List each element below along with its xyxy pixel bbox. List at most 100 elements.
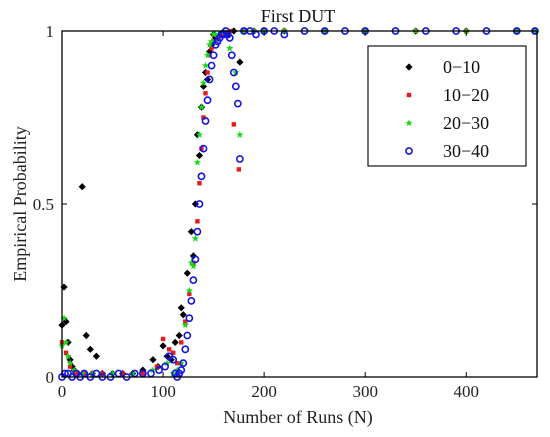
- data-point: [163, 359, 171, 367]
- data-point: [161, 362, 169, 371]
- data-point: [187, 296, 196, 305]
- data-point: [62, 338, 70, 346]
- data-point: [175, 360, 180, 366]
- data-point: [193, 227, 202, 236]
- data-point: [187, 291, 192, 297]
- data-point: [88, 369, 96, 377]
- axis-layer: 0 100 200 300 400 0 0.5 1: [33, 22, 537, 401]
- legend-label: 10−20: [443, 85, 489, 105]
- legend-marker: [405, 147, 413, 155]
- data-point: [201, 117, 210, 125]
- legend-marker: [405, 119, 413, 127]
- data-point: [149, 356, 157, 364]
- data-point: [160, 336, 166, 342]
- data-point: [66, 359, 74, 367]
- data-point: [154, 364, 160, 369]
- data-point: [70, 366, 78, 374]
- data-point: [207, 37, 216, 45]
- data-point: [199, 79, 208, 86]
- data-point: [207, 61, 216, 70]
- data-point: [63, 350, 69, 355]
- data-point: [236, 131, 244, 138]
- data-point: [183, 269, 191, 277]
- legend-item: 0−10: [405, 57, 480, 77]
- data-point: [199, 146, 204, 151]
- data-point: [177, 304, 185, 312]
- data-point: [227, 51, 236, 60]
- data-point: [187, 228, 195, 236]
- data-point: [185, 286, 193, 294]
- data-point: [197, 181, 202, 186]
- data-point: [78, 369, 86, 377]
- data-point: [232, 68, 240, 76]
- data-point: [169, 355, 178, 364]
- legend-label: 30−40: [443, 141, 489, 161]
- data-point: [209, 51, 218, 60]
- data-point: [209, 46, 214, 51]
- data-point: [175, 331, 183, 340]
- data-point: [189, 276, 198, 285]
- data-point: [197, 172, 206, 181]
- y-axis-title: Empirical Probability: [10, 126, 30, 281]
- data-point: [166, 347, 172, 352]
- data-point: [159, 342, 167, 350]
- y-tick-label: 0.5: [33, 195, 54, 214]
- x-tick-label: 200: [251, 382, 277, 401]
- x-tick-label: 0: [58, 382, 67, 401]
- data-point: [203, 96, 212, 105]
- data-point: [62, 318, 70, 326]
- legend-label: 20−30: [443, 113, 489, 133]
- data-point: [197, 103, 206, 111]
- data-point: [212, 30, 220, 38]
- data-point: [187, 259, 195, 266]
- data-point: [60, 314, 68, 322]
- data-point: [191, 255, 200, 264]
- data-point: [203, 75, 212, 84]
- data-point: [236, 167, 242, 172]
- data-point: [231, 122, 237, 127]
- data-point: [181, 345, 190, 354]
- data-point: [201, 61, 210, 69]
- data-point: [155, 366, 163, 374]
- y-tick-label: 1: [46, 22, 55, 41]
- legend-item: 20−30: [405, 113, 489, 133]
- data-point: [181, 321, 189, 329]
- data-point: [203, 91, 208, 96]
- data-point: [191, 234, 200, 242]
- data-point: [229, 68, 238, 77]
- data-point: [205, 75, 214, 84]
- data-point: [167, 356, 175, 364]
- data-point: [205, 41, 214, 48]
- data-point: [195, 131, 204, 138]
- data-point: [195, 200, 204, 208]
- data-point: [120, 371, 125, 376]
- data-point: [149, 366, 157, 374]
- chart-title: First DUT: [261, 6, 336, 26]
- data-point: [171, 338, 179, 346]
- data-point: [231, 82, 240, 91]
- legend-label: 0−10: [443, 57, 480, 77]
- data-point: [226, 44, 234, 52]
- data-point: [205, 70, 210, 75]
- legend-box: [367, 45, 527, 167]
- x-tick-label: 400: [454, 382, 480, 401]
- data-layer: [58, 27, 539, 381]
- data-point: [233, 99, 242, 108]
- data-point: [169, 369, 177, 377]
- data-point: [236, 58, 244, 66]
- data-point: [189, 252, 197, 260]
- data-point: [147, 369, 155, 378]
- data-point: [86, 345, 94, 353]
- data-point: [140, 371, 146, 376]
- data-point: [177, 366, 186, 374]
- x-tick-label: 300: [352, 382, 378, 401]
- data-point: [78, 183, 86, 191]
- data-point: [179, 311, 187, 319]
- legend-marker: [406, 92, 412, 98]
- x-axis-title: Number of Runs (N): [223, 407, 372, 428]
- legend-item: 10−20: [406, 85, 489, 105]
- data-point: [177, 359, 185, 367]
- data-point: [92, 352, 100, 360]
- data-point: [203, 51, 212, 59]
- data-point: [235, 155, 244, 163]
